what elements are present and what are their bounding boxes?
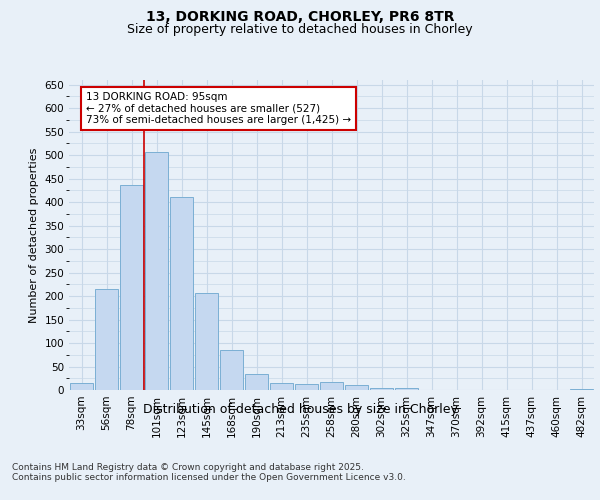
- Bar: [570, 388, 593, 390]
- Bar: [145, 152, 168, 390]
- Bar: [170, 198, 193, 390]
- Text: 13, DORKING ROAD, CHORLEY, PR6 8TR: 13, DORKING ROAD, CHORLEY, PR6 8TR: [146, 10, 454, 24]
- Text: 13 DORKING ROAD: 95sqm
← 27% of detached houses are smaller (527)
73% of semi-de: 13 DORKING ROAD: 95sqm ← 27% of detached…: [86, 92, 351, 125]
- Bar: [70, 383, 93, 390]
- Bar: [295, 384, 318, 390]
- Bar: [320, 382, 343, 390]
- Text: Distribution of detached houses by size in Chorley: Distribution of detached houses by size …: [143, 402, 457, 415]
- Text: Contains HM Land Registry data © Crown copyright and database right 2025.
Contai: Contains HM Land Registry data © Crown c…: [12, 462, 406, 482]
- Y-axis label: Number of detached properties: Number of detached properties: [29, 148, 39, 322]
- Bar: [220, 350, 243, 390]
- Bar: [270, 383, 293, 390]
- Bar: [345, 385, 368, 390]
- Bar: [95, 289, 118, 390]
- Bar: [245, 374, 268, 390]
- Text: Size of property relative to detached houses in Chorley: Size of property relative to detached ho…: [127, 22, 473, 36]
- Bar: [195, 293, 218, 390]
- Bar: [370, 388, 393, 390]
- Bar: [120, 184, 143, 390]
- Bar: [395, 388, 418, 390]
